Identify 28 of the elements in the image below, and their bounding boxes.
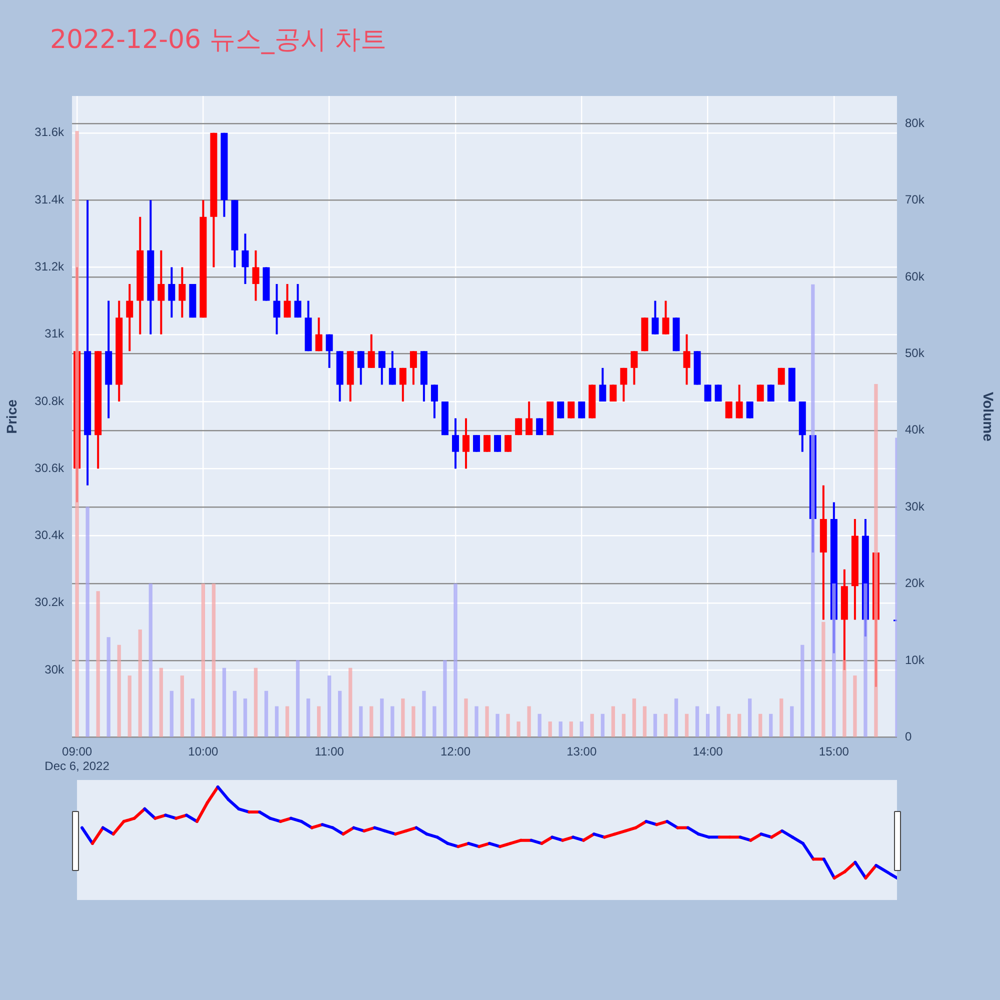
y2-tick-label: 20k [905,576,926,590]
x-tick-label: 11:00 [314,744,344,759]
y2-tick-label: 0 [905,730,912,744]
x-tick-label: 15:00 [818,744,850,759]
y2-tick-label: 80k [905,116,926,130]
y-tick-label: 30.6k [34,460,65,475]
x-tick-label: 13:00 [566,744,597,759]
y-tick-label: 31k [44,326,65,341]
y-tick-label: 31.4k [34,192,65,206]
y2-tick-label: 10k [905,652,926,667]
y-tick-label: 30.8k [34,394,65,408]
y-axis-title: Price [3,399,20,434]
y-tick-label: 30.2k [34,595,65,610]
y-tick-label: 31.2k [34,260,65,274]
y-tick-label: 30.4k [34,528,65,542]
chart-title: 2022-12-06 뉴스_공시 차트 [50,24,387,57]
x-tick-label: 12:00 [440,744,471,759]
y-tick-label: 31.6k [34,125,65,140]
x-tick-label: 09:00 Dec 6, 2022 [44,744,110,774]
x-tick-label: 10:00 [188,744,219,759]
y2-tick-label: 70k [905,192,926,207]
x-tick-label: 14:00 [692,744,724,759]
y2-tick-label: 30k [905,499,926,514]
y2-axis-title: Volume [980,392,997,442]
y-tick-label: 30k [44,662,65,676]
y2-tick-label: 60k [905,269,926,284]
y2-tick-label: 40k [905,422,926,437]
y2-tick-label: 50k [905,346,926,360]
